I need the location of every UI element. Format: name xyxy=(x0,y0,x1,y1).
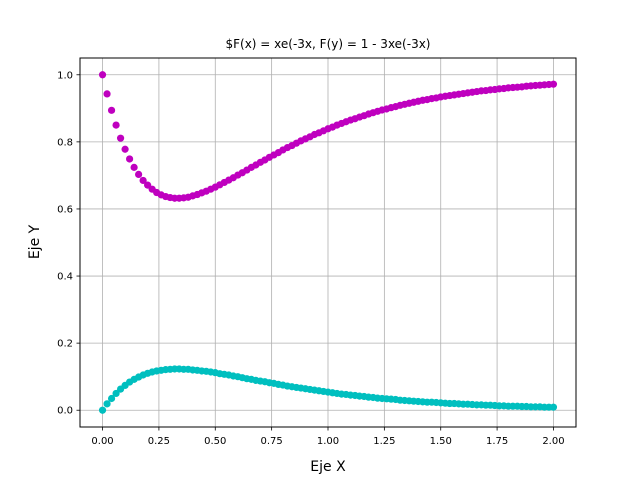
data-point xyxy=(116,134,125,142)
data-point xyxy=(103,400,111,408)
chart-title: $F(x) = xe(-3x, F(y) = 1 - 3xe(-3x) xyxy=(225,37,430,51)
series-layer xyxy=(98,71,558,414)
data-point xyxy=(103,90,111,98)
x-tick-label: 0.75 xyxy=(261,436,283,447)
y-tick-label: 1.0 xyxy=(57,70,73,81)
data-point xyxy=(126,155,134,163)
y-tick-label: 0.4 xyxy=(57,272,73,283)
grid xyxy=(80,58,576,427)
x-tick-label: 0.00 xyxy=(91,436,113,447)
x-tick-label: 0.50 xyxy=(204,436,226,447)
y-axis-ticks: 0.0 0.2 0.4 0.6 0.8 1.0 xyxy=(57,70,80,417)
x-axis-title: Eje X xyxy=(310,459,346,475)
x-tick-label: 1.25 xyxy=(373,436,395,447)
y-tick-label: 0.6 xyxy=(57,204,73,215)
data-point xyxy=(112,389,120,398)
series-1 xyxy=(98,71,558,202)
x-tick-label: 1.00 xyxy=(317,436,339,447)
data-point xyxy=(135,170,143,179)
x-tick-label: 1.50 xyxy=(430,436,452,447)
data-point xyxy=(130,163,138,171)
y-tick-label: 0.8 xyxy=(57,137,73,148)
series-2 xyxy=(98,365,558,414)
x-tick-label: 2.00 xyxy=(542,436,564,447)
data-point xyxy=(139,176,147,185)
x-axis-ticks: 0.00 0.25 0.50 0.75 1.00 1.25 1.50 1.75 2.00 xyxy=(91,427,565,447)
y-tick-label: 0.0 xyxy=(57,406,73,417)
x-tick-label: 0.25 xyxy=(148,436,170,447)
data-point xyxy=(112,121,120,129)
data-point xyxy=(549,403,558,411)
y-tick-label: 0.2 xyxy=(57,339,73,350)
data-point xyxy=(98,406,107,414)
data-point xyxy=(98,71,107,79)
x-tick-label: 1.75 xyxy=(486,436,508,447)
y-axis-title: Eje Y xyxy=(27,224,43,259)
data-point xyxy=(107,106,116,114)
data-point xyxy=(107,394,116,403)
data-point xyxy=(549,80,558,88)
data-point xyxy=(121,145,129,153)
